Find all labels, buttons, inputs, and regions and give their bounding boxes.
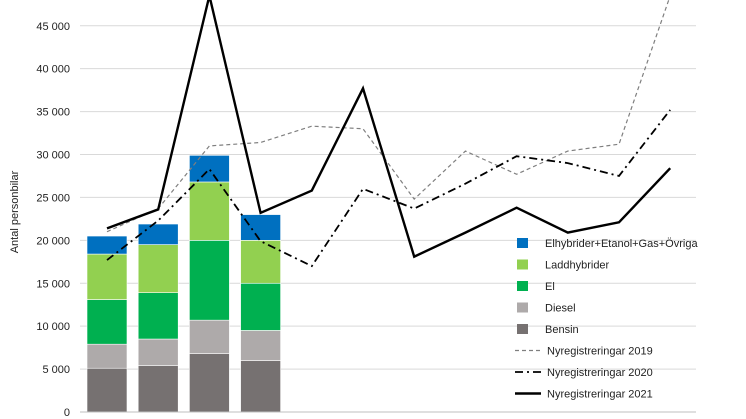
y-axis-label: Antal personbilar [9,170,21,253]
bar-segment-diesel [86,343,128,369]
legend-swatch-el [517,281,528,291]
bar-segment-diesel [137,338,179,366]
legend-label-el: El [545,281,555,293]
y-tick-label: 45 000 [36,21,70,33]
bar-segment-elhybrider-etanol-gas-vriga [137,223,179,245]
y-axis-ticks: 0 5 000 10 000 15 000 20 000 25 000 30 000 35 0… [36,21,70,419]
legend-label-bensin: Bensin [545,324,579,336]
bar-segment-elhybrider-etanol-gas-vriga [189,155,230,183]
y-tick-label: 30 000 [36,150,70,162]
bar-segment-el [189,240,230,321]
bar-segment-bensin [86,367,128,413]
bars [86,155,281,413]
y-tick-label: 40 000 [36,64,70,76]
legend: Elhybrider+Etanol+Gas+Övriga Laddhybrider… [515,238,698,401]
bar-segment-laddhybrider [240,240,281,284]
y-tick-label: 5 000 [42,364,70,376]
line-nyregistreringar-2021 [106,0,672,259]
legend-label-nyregistreringar-2019: Nyregistreringar 2019 [547,346,653,358]
bar-segment-el [86,299,128,345]
legend-label-nyregistreringar-2021: Nyregistreringar 2021 [547,389,653,401]
line-nyregistreringar-2019 [106,0,670,233]
y-tick-label: 35 000 [36,107,70,119]
y-tick-label: 0 [64,407,70,419]
line-nyregistreringar-2020 [106,109,671,268]
legend-swatch-bensin [517,324,528,334]
bar-segment-elhybrider-etanol-gas-vriga [240,214,281,241]
legend-label-laddhybrider: Laddhybrider [545,260,610,272]
y-tick-label: 25 000 [36,192,70,204]
legend-label-diesel: Diesel [545,303,576,315]
bar-segment-diesel [240,330,281,361]
bar-segment-laddhybrider [137,244,179,293]
bar-segment-bensin [240,360,281,413]
lines [106,0,672,268]
y-tick-label: 15 000 [36,278,70,290]
bar-segment-laddhybrider [189,181,230,241]
bar-segment-el [240,282,281,331]
legend-swatch-diesel [517,302,528,313]
y-tick-label: 20 000 [36,235,70,247]
legend-label-elhybrider-etanol-gas-vriga: Elhybrider+Etanol+Gas+Övriga [545,238,698,250]
legend-swatch-elhybrider-etanol-gas-vriga [517,238,528,248]
y-tick-label: 10 000 [36,321,70,333]
legend-label-nyregistreringar-2020: Nyregistreringar 2020 [547,367,653,379]
bar-segment-el [137,292,179,340]
bar-segment-elhybrider-etanol-gas-vriga [86,235,128,255]
bar-segment-bensin [137,365,179,413]
legend-swatch-laddhybrider [517,259,528,270]
bar-segment-bensin [189,353,230,413]
bar-segment-laddhybrider [86,253,128,300]
bar-segment-diesel [189,319,230,354]
